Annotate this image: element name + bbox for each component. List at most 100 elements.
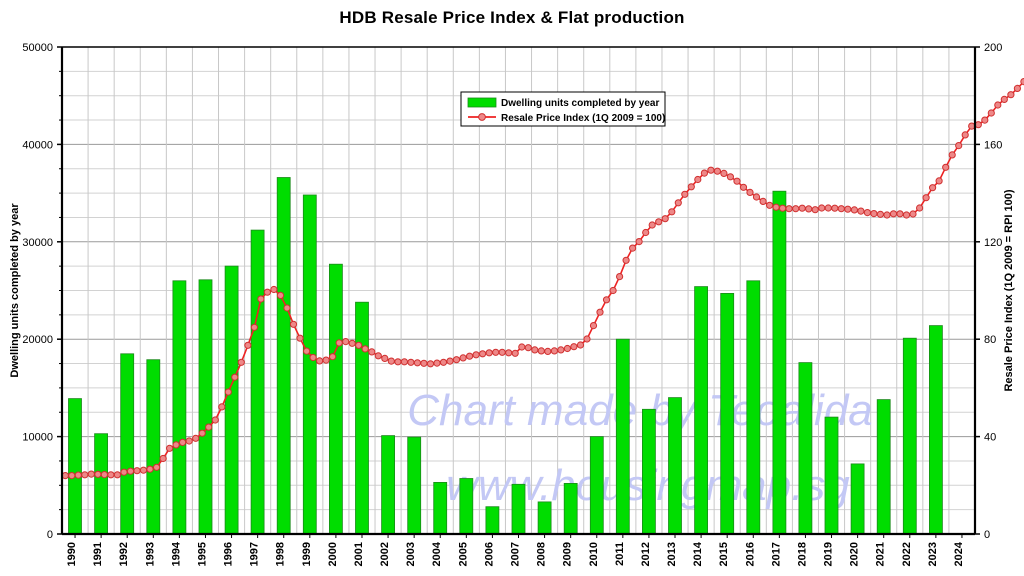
rpi-point xyxy=(309,353,317,362)
rpi-point xyxy=(146,465,154,473)
rpi-point xyxy=(257,295,265,303)
x-tick-label-2011: 2011 xyxy=(614,542,626,566)
bar-group xyxy=(642,408,656,535)
rpi-point xyxy=(948,151,956,159)
bar-2021 xyxy=(876,399,891,535)
page-title: HDB Resale Price Index & Flat production xyxy=(339,8,685,27)
rpi-point xyxy=(824,204,832,212)
y-tick-label-left: 20000 xyxy=(22,334,53,346)
rpi-point xyxy=(270,285,278,294)
x-tick-label-2021: 2021 xyxy=(875,542,887,566)
rpi-point xyxy=(413,359,421,367)
bar-group xyxy=(198,279,213,535)
x-tick-label-2022: 2022 xyxy=(901,542,913,566)
rpi-point xyxy=(374,352,382,360)
x-tick-label-2008: 2008 xyxy=(536,542,548,566)
rpi-point xyxy=(205,423,213,431)
bar-1996 xyxy=(224,265,239,535)
bar-1994 xyxy=(172,280,187,535)
rpi-point xyxy=(629,244,637,252)
rpi-point xyxy=(942,163,950,171)
rpi-point xyxy=(113,471,122,479)
legend-label-bars: Dwelling units completed by year xyxy=(501,98,659,109)
bar-group xyxy=(120,353,135,535)
rpi-point xyxy=(544,347,552,355)
bar-group xyxy=(615,338,630,535)
rpi-point xyxy=(916,204,924,212)
bar-2007 xyxy=(511,483,526,535)
rpi-point xyxy=(531,346,539,354)
bar-1991 xyxy=(94,433,108,535)
rpi-point xyxy=(211,416,219,424)
rpi-point xyxy=(739,183,748,191)
watermark-author: Chart made by Teoalida xyxy=(407,386,873,435)
rpi-point xyxy=(61,472,69,480)
rpi-point xyxy=(818,204,826,212)
y-axis-title-right: Resale Price Index (1Q 2009 = RPI 100) xyxy=(1003,189,1015,391)
x-tick-label-1993: 1993 xyxy=(144,542,156,566)
rpi-point xyxy=(511,349,519,357)
rpi-point xyxy=(81,471,89,479)
rpi-point xyxy=(570,343,578,351)
bar-2000 xyxy=(328,263,343,535)
rpi-point xyxy=(550,347,559,355)
bar-2023 xyxy=(929,325,943,535)
rpi-point xyxy=(589,322,598,330)
x-tick-label-2024: 2024 xyxy=(953,541,965,566)
rpi-point xyxy=(974,121,982,129)
rpi-point xyxy=(387,357,395,365)
bar-2019 xyxy=(824,416,839,535)
bar-group xyxy=(355,301,369,535)
rpi-point xyxy=(335,339,343,347)
x-tick-label-2001: 2001 xyxy=(353,542,365,566)
rpi-point xyxy=(452,356,461,364)
rpi-point xyxy=(883,211,891,219)
bar-group xyxy=(537,501,552,535)
rpi-point xyxy=(681,190,689,198)
rpi-point xyxy=(433,359,441,367)
bar-2004 xyxy=(433,481,448,535)
bar-group xyxy=(876,399,891,535)
rpi-point xyxy=(407,358,415,366)
rpi-point xyxy=(107,471,115,479)
bar-2017 xyxy=(772,190,787,535)
bar-group xyxy=(850,463,865,535)
bar-group xyxy=(668,397,682,535)
bar-1998 xyxy=(276,177,291,535)
legend-swatch-bars xyxy=(467,97,497,108)
bar-2009 xyxy=(563,482,578,535)
bar-group xyxy=(276,177,291,535)
rpi-point xyxy=(218,403,226,411)
y-axis-title-left: Dwelling units completed by year xyxy=(9,203,21,378)
rpi-point xyxy=(231,373,239,381)
rpi-point xyxy=(857,207,865,215)
x-tick-label-2016: 2016 xyxy=(744,542,756,566)
rpi-point xyxy=(798,204,806,212)
bar-1990 xyxy=(68,398,82,535)
rpi-point xyxy=(557,346,565,354)
x-tick-label-2000: 2000 xyxy=(327,542,339,566)
rpi-point xyxy=(766,201,774,209)
y-tick-label-right: 200 xyxy=(984,42,1002,54)
rpi-point xyxy=(811,206,819,214)
rpi-point xyxy=(981,116,989,124)
rpi-point xyxy=(902,211,911,219)
rpi-point xyxy=(687,183,695,191)
x-tick-label-1994: 1994 xyxy=(170,541,182,566)
rpi-point xyxy=(485,349,493,357)
x-tick-label-1991: 1991 xyxy=(92,542,104,566)
rpi-point xyxy=(472,351,480,359)
x-tick-label-2002: 2002 xyxy=(379,542,391,566)
rpi-point xyxy=(876,210,885,218)
rpi-point xyxy=(348,339,356,347)
rpi-point xyxy=(668,208,676,216)
x-tick-label-2012: 2012 xyxy=(640,542,652,566)
y-tick-label-right: 160 xyxy=(984,139,1002,151)
bar-group xyxy=(798,362,813,535)
bar-group xyxy=(929,325,943,535)
rpi-point xyxy=(785,205,793,213)
rpi-point xyxy=(159,454,167,463)
bar-2014 xyxy=(694,286,708,535)
x-tick-label-2006: 2006 xyxy=(483,542,495,566)
rpi-point xyxy=(224,388,232,396)
